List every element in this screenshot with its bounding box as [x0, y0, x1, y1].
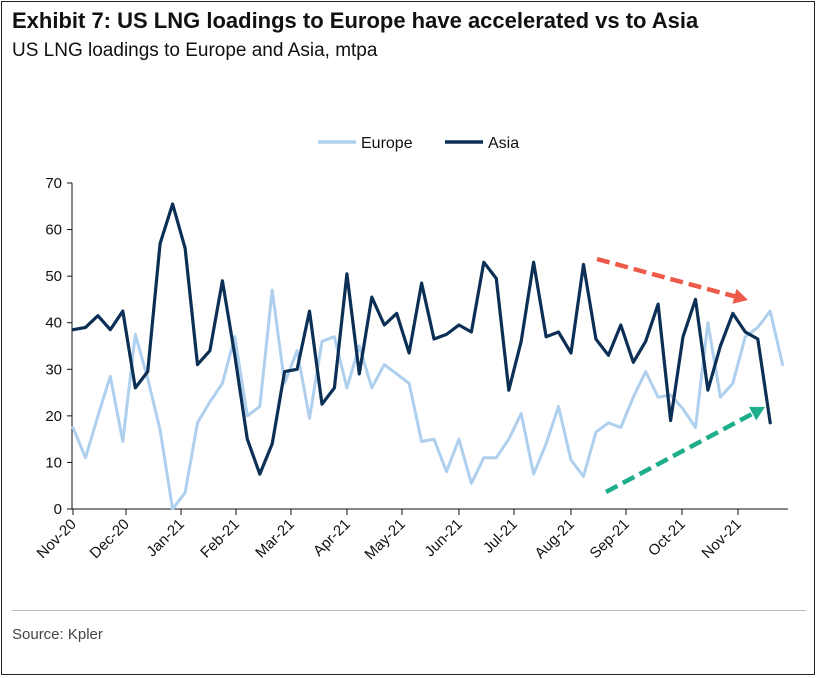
chart-title: Exhibit 7: US LNG loadings to Europe hav… [12, 8, 699, 33]
y-tick-label: 60 [45, 222, 62, 239]
legend: Europe Asia [318, 135, 519, 152]
y-tick-label: 50 [45, 268, 62, 285]
series-line-asia [71, 202, 772, 476]
x-tick-label: Nov-20 [34, 516, 80, 562]
y-tick-label: 20 [45, 408, 62, 425]
x-tick-label: Feb-21 [197, 516, 243, 562]
y-tick-label: 30 [45, 361, 62, 378]
y-tick-label: 70 [45, 175, 62, 192]
x-tick-label: Oct-21 [645, 516, 689, 560]
x-tick-label: Aug-21 [532, 516, 578, 562]
source-note: Source: Kpler [12, 626, 103, 643]
rise-arrow-shaft [604, 410, 756, 494]
decline-arrow-shaft [596, 256, 738, 300]
rise-arrow-head [749, 406, 765, 421]
y-tick-label: 10 [45, 454, 62, 471]
decline-arrow-head [732, 288, 748, 304]
x-tick-label: May-21 [361, 516, 408, 563]
x-tick-label: Mar-21 [252, 516, 298, 562]
series-lines [71, 202, 785, 511]
annotation-arrows [596, 256, 765, 494]
y-tick-label: 40 [45, 315, 62, 332]
x-tick-label: Nov-21 [699, 516, 745, 562]
x-tick-label: Jan-21 [143, 516, 187, 560]
legend-label-europe: Europe [361, 135, 413, 152]
x-tick-label: Dec-20 [87, 516, 133, 562]
footer-divider [12, 610, 806, 611]
series-line-europe [71, 288, 785, 511]
x-tick-label: Sep-21 [587, 516, 633, 562]
y-tick-label: 0 [54, 501, 62, 518]
legend-label-asia: Asia [488, 135, 519, 152]
x-tick-label: Jul-21 [480, 516, 521, 557]
chart-subtitle: US LNG loadings to Europe and Asia, mtpa [12, 40, 378, 61]
x-tick-label: Jun-21 [421, 516, 465, 560]
x-tick-label: Apr-21 [310, 516, 354, 560]
